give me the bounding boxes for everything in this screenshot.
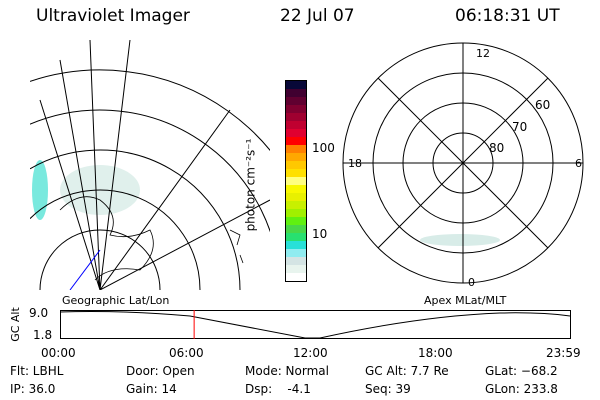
altitude-timeline bbox=[60, 310, 571, 339]
colorbar-segment bbox=[286, 233, 306, 241]
colorbar-segment bbox=[286, 137, 306, 145]
dsp: Dsp: -4.1 bbox=[245, 382, 311, 396]
colorbar-segment bbox=[286, 241, 306, 249]
lat-label-60: 60 bbox=[535, 98, 551, 112]
gc-alt: GC Alt: 7.7 Re bbox=[365, 364, 449, 378]
timeline-ylabel: GC Alt bbox=[8, 307, 22, 342]
colorbar-segment bbox=[286, 265, 306, 273]
latitude-arc bbox=[30, 149, 241, 290]
lat-label-80: 80 bbox=[489, 141, 505, 155]
colorbar-tick-100: 100 bbox=[312, 141, 335, 155]
colorbar-segment bbox=[286, 193, 306, 201]
door: Door: Open bbox=[126, 364, 195, 378]
gain: Gain: 14 bbox=[126, 382, 177, 396]
latitude-arc bbox=[30, 189, 201, 290]
colorbar-segment bbox=[286, 161, 306, 169]
colorbar-tick-10: 10 bbox=[312, 227, 328, 241]
coastline bbox=[59, 196, 154, 281]
xtick-0600: 06:00 bbox=[169, 346, 204, 360]
orbit-track bbox=[69, 249, 101, 290]
mlt-label-6: 6 bbox=[575, 157, 582, 170]
longitude-lines bbox=[39, 40, 270, 290]
mlt-label-18: 18 bbox=[348, 157, 362, 170]
colorbar-segment bbox=[286, 97, 306, 105]
colorbar-segment bbox=[286, 177, 306, 185]
date: 22 Jul 07 bbox=[280, 6, 355, 26]
mlt-label-0: 0 bbox=[468, 276, 475, 289]
glat: GLat: −68.2 bbox=[485, 364, 558, 378]
xtick-0000: 00:00 bbox=[41, 346, 76, 360]
ytick-9: 9.0 bbox=[29, 306, 49, 320]
colorbar-segment bbox=[286, 185, 306, 193]
time: 06:18:31 UT bbox=[455, 6, 560, 26]
colorbar-segment bbox=[286, 121, 306, 129]
mode: Mode: Normal bbox=[245, 364, 329, 378]
colorbar-segment bbox=[286, 257, 306, 265]
aurora-glow bbox=[32, 160, 48, 220]
app-title: Ultraviolet Imager bbox=[36, 6, 190, 26]
colorbar-segment bbox=[286, 209, 306, 217]
xtick-1200: 12:00 bbox=[293, 346, 328, 360]
ytick-1.8: 1.8 bbox=[33, 328, 53, 342]
colorbar-segment bbox=[286, 273, 306, 281]
timeline-right-label: Apex MLat/MLT bbox=[424, 294, 507, 307]
colorbar-segment bbox=[286, 217, 306, 225]
colorbar-segment bbox=[286, 153, 306, 161]
filter: Flt: LBHL bbox=[10, 364, 64, 378]
colorbar-segment bbox=[286, 225, 306, 233]
latitude-arc bbox=[39, 229, 161, 290]
seq: Seq: 39 bbox=[365, 382, 411, 396]
colorbar-segment bbox=[286, 169, 306, 177]
colorbar-segment bbox=[286, 145, 306, 153]
colorbar-segment bbox=[286, 249, 306, 257]
glon: GLon: 233.8 bbox=[485, 382, 558, 396]
coastline bbox=[229, 229, 244, 264]
timeline-left-label: Geographic Lat/Lon bbox=[62, 294, 170, 307]
xtick-2359: 23:59 bbox=[546, 346, 581, 360]
colorbar-segment bbox=[286, 105, 306, 113]
colorbar-segment bbox=[286, 129, 306, 137]
latitude-arc bbox=[30, 109, 270, 233]
colorbar-segment bbox=[286, 113, 306, 121]
colorbar-segment bbox=[286, 81, 306, 89]
xtick-1800: 18:00 bbox=[418, 346, 453, 360]
colorbar-segment bbox=[286, 89, 306, 97]
lat-label-70: 70 bbox=[512, 120, 528, 134]
colorbar bbox=[285, 80, 307, 282]
mlt-label-12: 12 bbox=[476, 47, 490, 60]
colorbar-segment bbox=[286, 201, 306, 209]
ip: IP: 36.0 bbox=[10, 382, 56, 396]
